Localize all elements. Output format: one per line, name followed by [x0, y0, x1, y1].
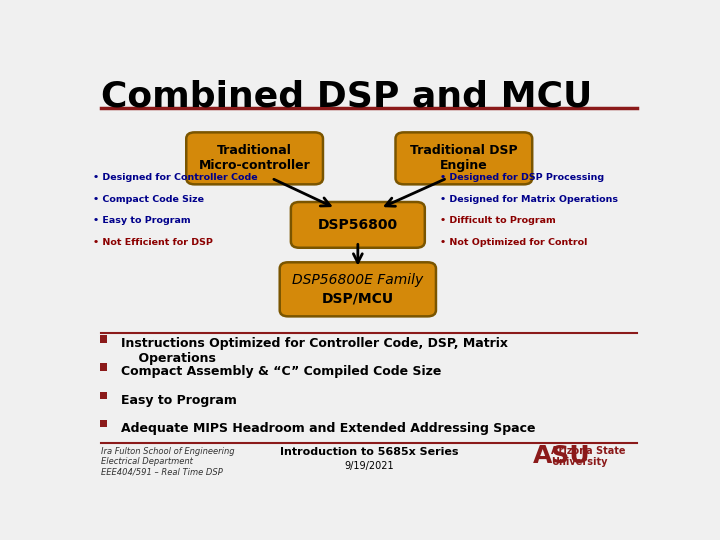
FancyBboxPatch shape: [395, 132, 532, 184]
Text: Traditional DSP
Engine: Traditional DSP Engine: [410, 144, 518, 172]
Bar: [100, 420, 107, 427]
Text: • Compact Code Size: • Compact Code Size: [93, 194, 204, 204]
Text: Ira Fulton School of Engineering
Electrical Department
EEE404/591 – Real Time DS: Ira Fulton School of Engineering Electri…: [101, 447, 235, 476]
Text: Instructions Optimized for Controller Code, DSP, Matrix
    Operations: Instructions Optimized for Controller Co…: [121, 337, 508, 365]
Text: • Designed for Matrix Operations: • Designed for Matrix Operations: [441, 194, 618, 204]
Text: • Difficult to Program: • Difficult to Program: [441, 216, 556, 225]
Text: Adequate MIPS Headroom and Extended Addressing Space: Adequate MIPS Headroom and Extended Addr…: [121, 422, 535, 435]
Text: Traditional
Micro-controller: Traditional Micro-controller: [199, 144, 310, 172]
Text: Compact Assembly & “C” Compiled Code Size: Compact Assembly & “C” Compiled Code Siz…: [121, 366, 441, 379]
Text: ASU: ASU: [533, 444, 590, 469]
Bar: [100, 363, 107, 371]
FancyBboxPatch shape: [279, 262, 436, 316]
FancyBboxPatch shape: [291, 202, 425, 248]
Text: • Not Optimized for Control: • Not Optimized for Control: [441, 238, 588, 247]
FancyBboxPatch shape: [186, 132, 323, 184]
Bar: [100, 392, 107, 399]
Text: • Designed for DSP Processing: • Designed for DSP Processing: [441, 173, 605, 182]
Bar: [100, 335, 107, 342]
Text: Combined DSP and MCU: Combined DSP and MCU: [101, 79, 593, 113]
Text: DSP56800: DSP56800: [318, 218, 398, 232]
Text: • Designed for Controller Code: • Designed for Controller Code: [93, 173, 258, 182]
Text: DSP56800E Family: DSP56800E Family: [292, 273, 423, 287]
Text: 9/19/2021: 9/19/2021: [344, 462, 394, 471]
Text: Introduction to 5685x Series: Introduction to 5685x Series: [280, 447, 458, 456]
Text: • Easy to Program: • Easy to Program: [93, 216, 190, 225]
Text: • Not Efficient for DSP: • Not Efficient for DSP: [93, 238, 212, 247]
Text: Arizona State
University: Arizona State University: [552, 446, 626, 467]
Text: Easy to Program: Easy to Program: [121, 394, 237, 407]
Text: DSP/MCU: DSP/MCU: [322, 292, 394, 306]
